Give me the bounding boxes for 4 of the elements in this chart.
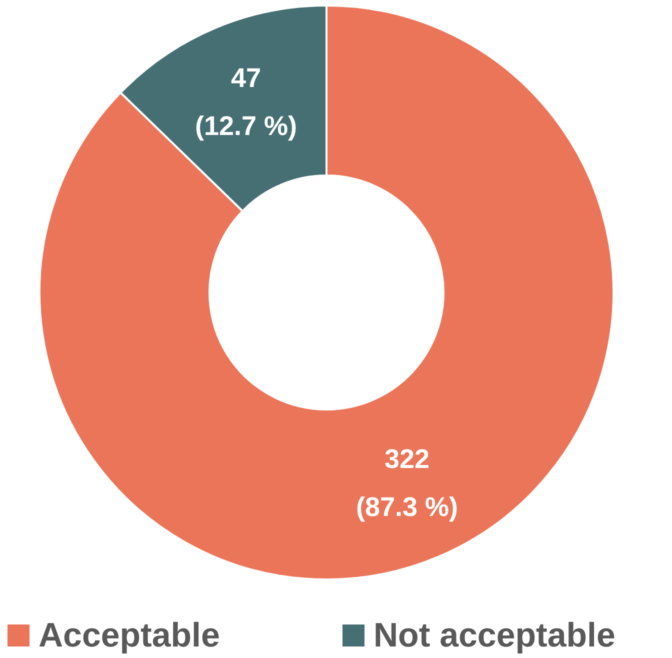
- data-label: 47 (12.7 %): [194, 63, 298, 142]
- data-label: 322 (87.3 %): [356, 444, 458, 522]
- legend-label: Acceptable: [38, 616, 220, 654]
- legend-label: Not acceptable: [374, 616, 616, 654]
